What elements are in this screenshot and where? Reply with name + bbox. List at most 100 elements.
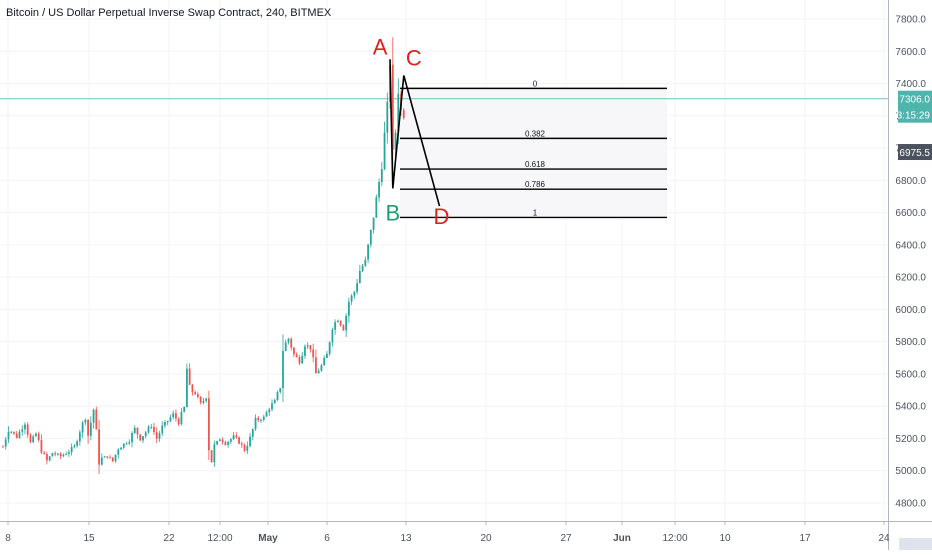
candle-body [251,429,254,437]
y-tick-label: 5600.0 [895,369,926,380]
candle-body [48,456,51,461]
candle-body [331,329,334,343]
candle-body [199,396,202,403]
x-tick-label: 27 [560,533,572,544]
candle-body [103,456,106,458]
candle-body [128,442,131,444]
y-tick-label: 6600.0 [895,208,926,219]
candle-body [37,433,40,441]
candle-body [13,431,15,434]
candle-body [347,301,350,316]
price-tag-value: 7306.0 [899,95,930,106]
candle-body [304,346,306,356]
candle-body [334,322,337,330]
x-tick-label: 17 [799,533,811,544]
candle-body [293,347,295,355]
candle-body [62,454,65,457]
candle-body [383,132,386,170]
candle-body [114,454,117,462]
candle-body [21,429,24,432]
candle-body [386,101,389,133]
candle-body [133,427,136,434]
candle-body [367,244,369,260]
candle-body [196,394,199,397]
hover-price-value: 6975.5 [899,148,930,159]
candle-body [260,419,262,421]
candle-body [147,427,150,433]
candle-body [175,413,177,419]
candle-body [169,417,172,421]
x-tick-label: 12:00 [207,533,232,544]
candle-body [257,417,260,421]
candle-body [268,409,271,413]
candle-body [339,320,342,326]
x-tick-label: 8 [5,533,11,544]
candle-body [84,419,87,423]
candle-body [65,453,68,455]
candle-body [273,400,276,404]
candle-body [375,197,378,218]
abcd-pattern-line [389,59,441,207]
hover-price-tag [898,144,932,161]
y-tick-label: 5400.0 [895,402,926,413]
candle-body [24,424,26,430]
x-tick-label: 15 [83,533,95,544]
fib-level-label: 0 [533,79,538,88]
candle-body [317,370,320,374]
y-tick-label: 5200.0 [895,434,926,445]
candle-body [29,434,32,443]
candle-body [106,456,109,458]
x-tick-label: May [258,533,278,544]
candle-body [342,325,345,331]
candle-body [10,431,13,433]
candle-body [4,439,7,447]
candle-body [70,446,73,453]
candle-body [81,422,84,433]
abcd-point-label-b: B [385,200,400,225]
candle-body [120,447,122,450]
candle-body [26,424,29,435]
candle-body [394,132,397,150]
candle-body [218,439,221,442]
candle-body [2,446,4,448]
candle-body [326,353,328,359]
y-tick-label: 6800.0 [895,176,926,187]
candle-body [117,449,120,455]
candle-body [207,398,210,451]
y-tick-label: 7600.0 [895,47,926,58]
candle-body [240,443,243,445]
candle-body [350,295,353,302]
candle-body [287,338,290,343]
candle-body [284,342,287,352]
candle-body [391,64,394,150]
candle-body [210,450,213,463]
y-tick-label: 6400.0 [895,240,926,251]
candle-body [216,441,219,445]
candle-body [249,436,251,447]
candle-body [378,181,380,198]
candle-body [172,413,175,418]
candle-body [131,433,133,443]
x-tick-label: 22 [163,533,175,544]
candle-body [361,265,364,271]
candle-body [67,452,70,454]
y-tick-label: 4800.0 [895,499,926,510]
candle-body [301,355,304,364]
candle-body [188,368,191,385]
candle-body [153,426,155,433]
y-tick-label: 5800.0 [895,337,926,348]
candle-body [18,431,21,438]
candle-body [221,439,224,443]
candle-body [32,436,35,443]
candle-body [57,453,59,455]
candle-body [183,407,186,412]
candle-body [180,411,183,425]
candle-body [224,442,227,445]
candle-body [364,259,367,266]
candle-body [15,433,18,438]
candle-body [276,392,279,401]
candle-body [262,416,265,420]
candle-body [59,453,62,457]
y-tick-label: 7800.0 [895,15,926,26]
